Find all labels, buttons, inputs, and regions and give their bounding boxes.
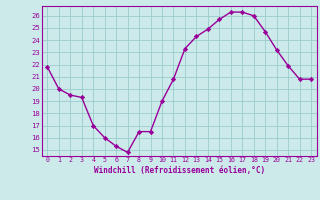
X-axis label: Windchill (Refroidissement éolien,°C): Windchill (Refroidissement éolien,°C): [94, 166, 265, 175]
